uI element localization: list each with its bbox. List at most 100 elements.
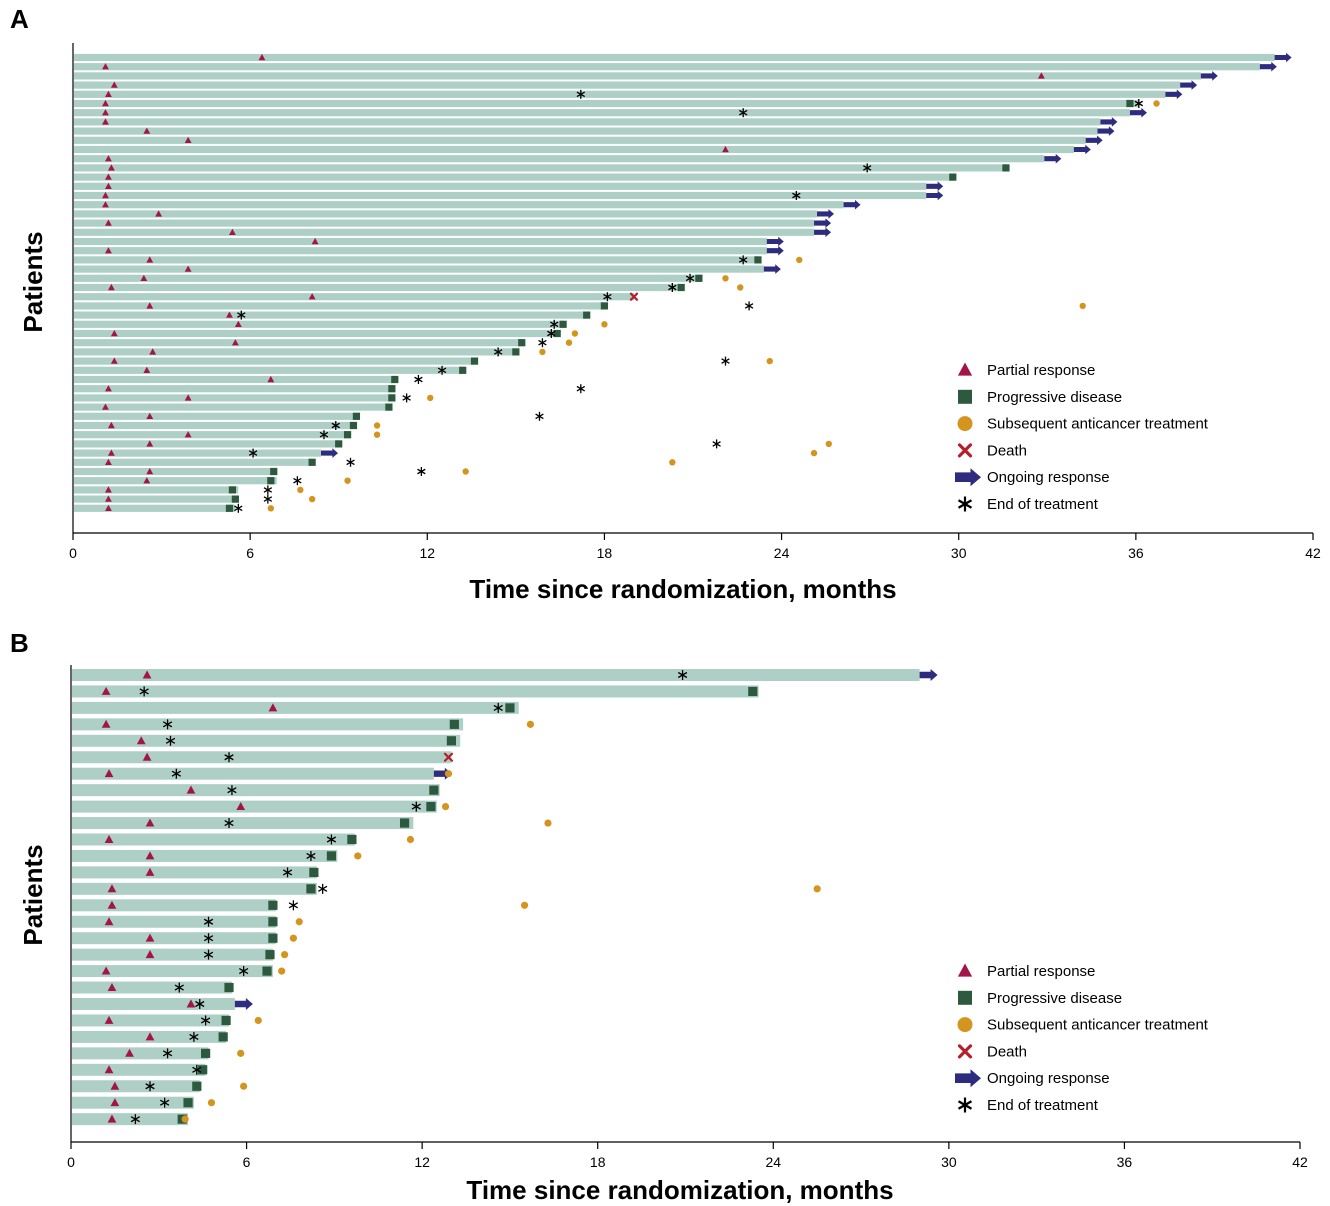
partial-response-marker [101, 686, 111, 695]
ongoing-response-arrow [1259, 61, 1277, 72]
patient-row [72, 849, 362, 862]
y-axis-title-a: Patients [18, 231, 48, 332]
panel-label-a: A [10, 4, 29, 34]
partial-response-marker [105, 495, 112, 502]
patient-bar [74, 247, 767, 255]
legend-label: End of treatment [987, 496, 1099, 513]
partial-response-marker [104, 1015, 114, 1024]
ongoing-response-arrow [1200, 71, 1218, 81]
partial-response-marker [149, 348, 157, 355]
patient-row [72, 817, 552, 830]
patient-row [74, 71, 1218, 81]
patient-row [74, 89, 1183, 100]
ongoing-response-arrow [766, 245, 784, 256]
partial-response-marker [105, 504, 112, 511]
x-tick-label: 24 [774, 545, 790, 561]
end-of-treatment-marker [203, 933, 214, 944]
patient-bar [74, 486, 239, 494]
end-of-treatment-marker [248, 448, 258, 458]
patient-row [72, 685, 759, 698]
end-of-treatment-marker [237, 310, 246, 320]
patient-bar [74, 191, 927, 200]
patient-row [74, 338, 573, 348]
patient-row [72, 866, 319, 879]
subsequent-treatment-marker [571, 330, 579, 337]
end-of-treatment-marker [288, 900, 299, 911]
progressive-disease-marker [268, 900, 278, 910]
end-of-treatment-marker [306, 850, 316, 861]
ongoing-response-arrow [843, 199, 861, 210]
partial-response-marker [146, 412, 154, 419]
asterisk-icon [957, 1097, 973, 1113]
circle-icon [957, 416, 973, 432]
end-of-treatment-marker [493, 347, 503, 357]
end-of-treatment-marker [165, 735, 176, 746]
legend-label: Death [987, 1043, 1027, 1060]
patient-row [74, 476, 351, 486]
patient-bar [72, 899, 276, 912]
subsequent-treatment-marker [308, 495, 316, 503]
progressive-disease-marker [388, 394, 396, 402]
ongoing-response-arrow [1180, 80, 1198, 90]
progressive-disease-marker [352, 412, 361, 420]
progressive-disease-marker [306, 884, 316, 894]
ongoing-response-arrow [1100, 117, 1118, 127]
patient-bar [72, 718, 464, 731]
patient-row [74, 365, 467, 375]
end-of-treatment-marker [493, 702, 503, 713]
progressive-disease-marker [309, 867, 319, 877]
patient-bar [74, 385, 395, 393]
subsequent-treatment-marker [181, 1115, 189, 1123]
patient-row [74, 245, 784, 256]
partial-response-marker [142, 670, 152, 679]
end-of-treatment-marker [538, 338, 547, 348]
legend-label: Partial response [987, 963, 1095, 980]
end-of-treatment-marker [437, 365, 447, 375]
patient-bar [74, 237, 767, 246]
ongoing-response-arrow [763, 264, 781, 274]
partial-response-marker [143, 477, 151, 484]
progressive-disease-marker [426, 802, 436, 812]
patient-bar [74, 311, 587, 319]
end-of-treatment-marker [862, 163, 872, 173]
patient-bar [74, 458, 313, 466]
ongoing-response-arrow [1085, 135, 1103, 146]
progressive-disease-marker [1126, 99, 1134, 108]
patient-row [74, 190, 944, 201]
end-of-treatment-marker [263, 485, 273, 495]
partial-response-marker [110, 1098, 120, 1107]
subsequent-treatment-marker [427, 394, 434, 402]
legend-label: Progressive disease [987, 389, 1122, 406]
partial-response-marker [102, 63, 109, 70]
subsequent-treatment-marker [565, 339, 573, 346]
partial-response-marker [146, 256, 154, 263]
x-tick-label: 36 [1117, 1154, 1133, 1170]
patient-bar [74, 256, 758, 264]
subsequent-treatment-marker [354, 852, 362, 860]
partial-response-marker [722, 145, 729, 153]
partial-response-marker [107, 164, 115, 171]
patient-bar [74, 127, 1098, 135]
patient-bar [72, 701, 519, 714]
patient-bar [74, 348, 516, 356]
ongoing-response-arrow [234, 998, 253, 1010]
progressive-disease-marker [446, 736, 457, 746]
partial-response-marker [136, 736, 146, 745]
patient-row [72, 800, 450, 813]
patient-row [74, 209, 834, 219]
partial-response-marker [110, 81, 118, 88]
end-of-treatment-marker [224, 818, 234, 829]
patient-bar [74, 201, 844, 209]
partial-response-marker [107, 900, 117, 909]
patient-bar [74, 357, 475, 365]
progressive-disease-marker [192, 1081, 202, 1091]
partial-response-marker [104, 917, 114, 926]
end-of-treatment-marker [326, 834, 337, 845]
progressive-disease-marker [1002, 164, 1010, 172]
subsequent-treatment-marker [520, 901, 529, 909]
partial-response-marker [105, 173, 112, 180]
patient-bar [74, 431, 351, 439]
patient-row [72, 948, 289, 961]
progressive-disease-marker [183, 1098, 193, 1108]
